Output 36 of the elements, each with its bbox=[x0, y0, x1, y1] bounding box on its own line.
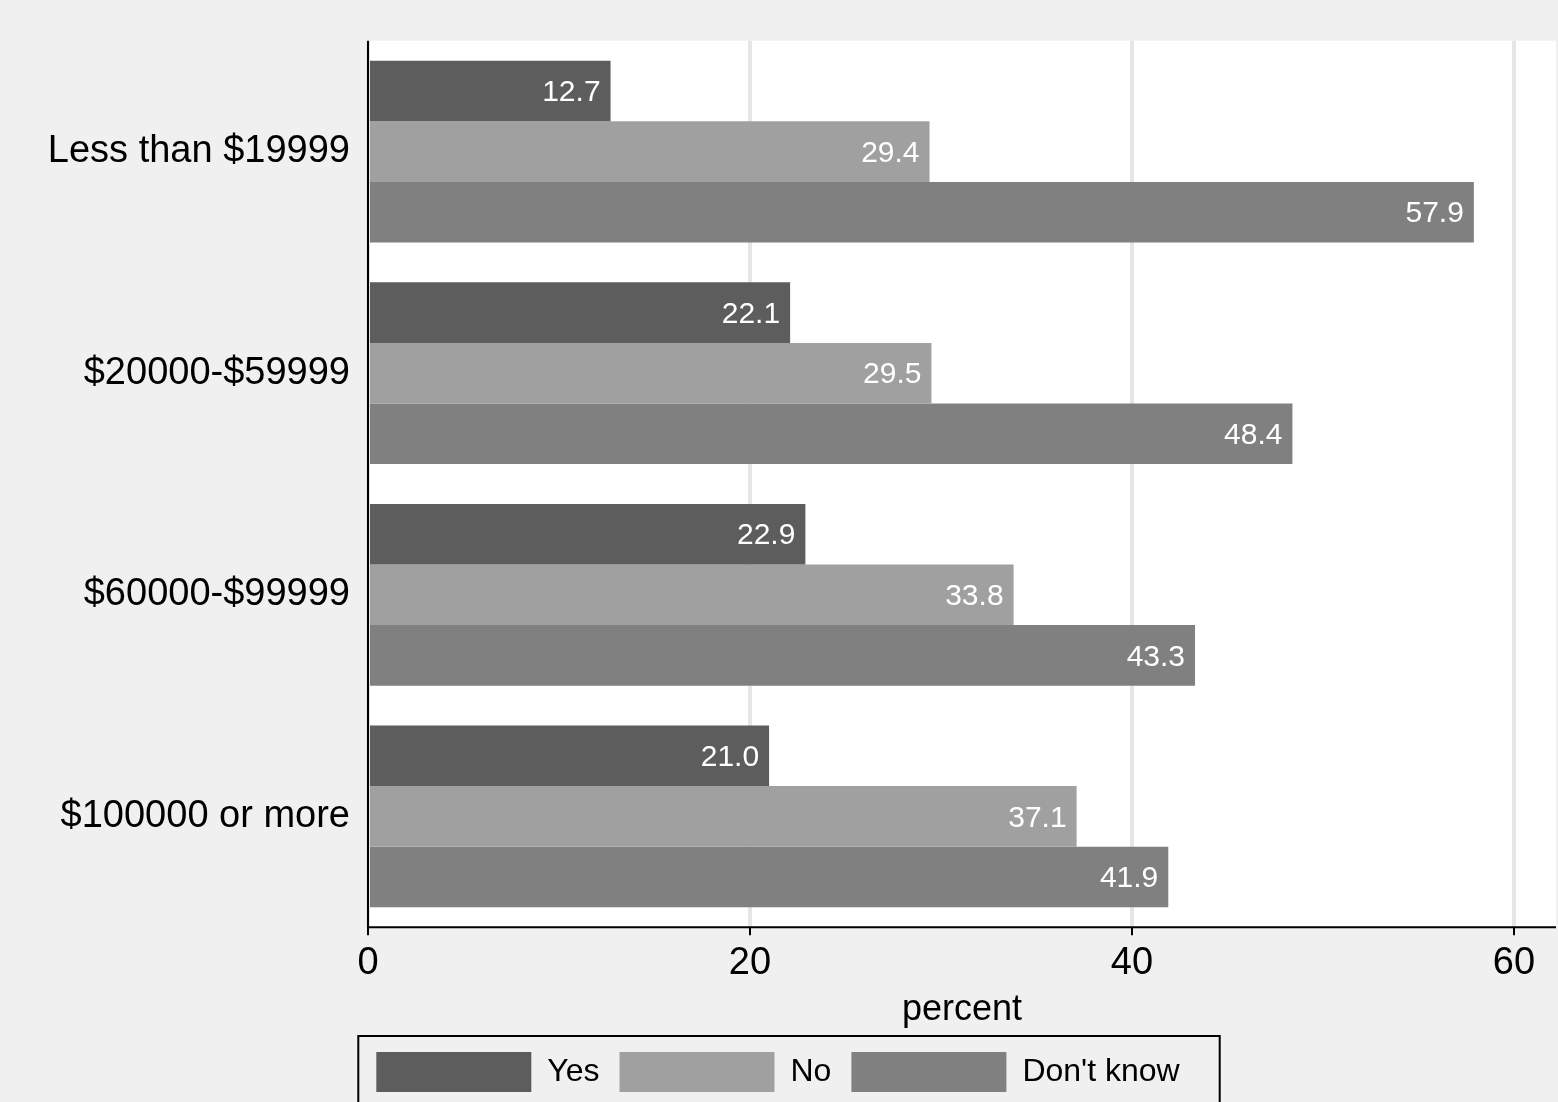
bar bbox=[370, 181, 1474, 243]
data-label: 43.3 bbox=[1126, 638, 1186, 672]
bar bbox=[370, 503, 806, 565]
legend-label: No bbox=[790, 1051, 832, 1088]
bar bbox=[370, 60, 611, 122]
x-tick-label: 60 bbox=[1492, 940, 1536, 983]
bar bbox=[370, 786, 1077, 847]
x-tick-label: 0 bbox=[357, 940, 379, 983]
data-label: 29.4 bbox=[861, 134, 920, 168]
bar bbox=[370, 342, 932, 404]
y-tick-label: $60000-$99999 bbox=[83, 571, 350, 614]
bar bbox=[370, 625, 1196, 686]
data-label: 33.8 bbox=[945, 578, 1004, 612]
y-tick-label: Less than $19999 bbox=[47, 128, 350, 171]
data-label: 21.0 bbox=[700, 739, 760, 773]
data-label: 48.4 bbox=[1224, 417, 1283, 451]
data-label: 22.9 bbox=[736, 517, 796, 551]
data-label: 29.5 bbox=[863, 356, 922, 390]
bar bbox=[370, 846, 1169, 908]
bar bbox=[370, 121, 930, 182]
bar bbox=[370, 282, 791, 343]
x-tick-label: 20 bbox=[728, 940, 772, 983]
data-label: 22.1 bbox=[721, 295, 781, 329]
legend-label: Yes bbox=[547, 1051, 600, 1088]
bar bbox=[370, 403, 1293, 465]
data-label: 41.9 bbox=[1099, 860, 1159, 894]
y-tick-label: $100000 or more bbox=[60, 792, 350, 835]
legend-label: Don't know bbox=[1022, 1051, 1181, 1088]
data-label: 37.1 bbox=[1008, 799, 1067, 833]
bar bbox=[370, 564, 1014, 626]
data-label: 12.7 bbox=[542, 74, 601, 108]
data-label: 57.9 bbox=[1405, 195, 1464, 229]
y-tick-label: $20000-$59999 bbox=[83, 349, 350, 392]
bar bbox=[370, 725, 770, 787]
x-tick-label: 40 bbox=[1110, 940, 1154, 983]
x-axis-title: percent bbox=[901, 987, 1023, 1029]
